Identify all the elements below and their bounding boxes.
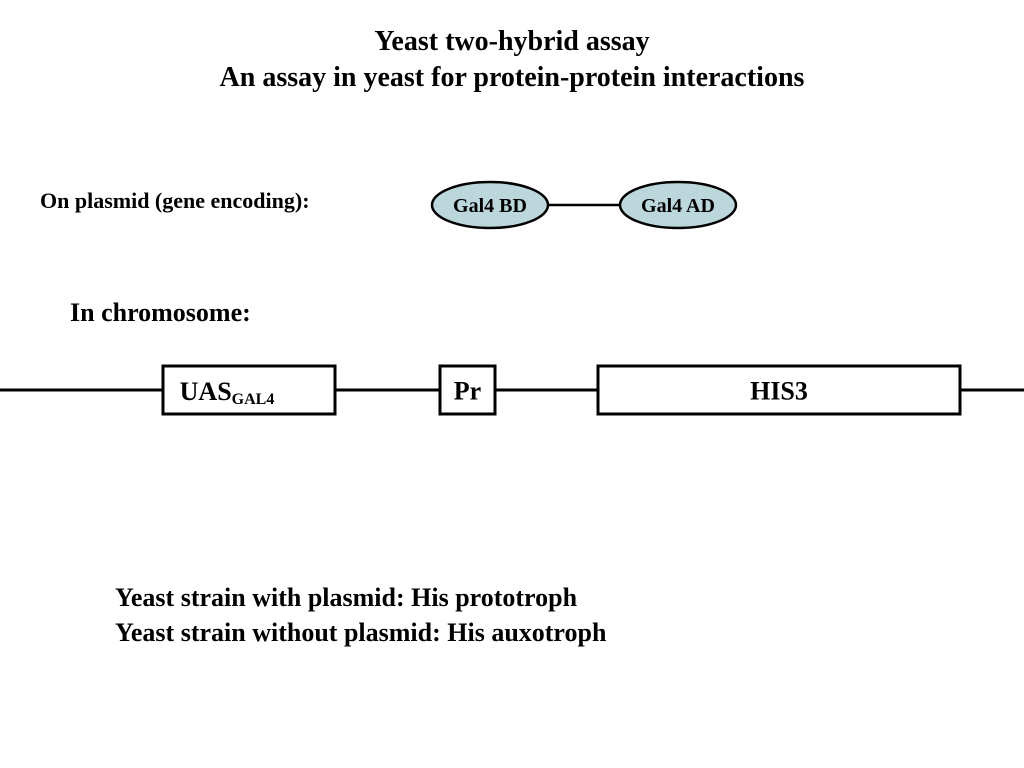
note-line-2: Yeast strain without plasmid: His auxotr… [115, 615, 606, 650]
plasmid-ellipse-diagram: Gal4 BD Gal4 AD [430, 180, 750, 235]
gal4-ad-label: Gal4 AD [641, 195, 715, 217]
plasmid-label: On plasmid (gene encoding): [40, 188, 310, 214]
title-block: Yeast two-hybrid assay An assay in yeast… [0, 0, 1024, 97]
notes-block: Yeast strain with plasmid: His prototrop… [115, 580, 606, 650]
chromosome-box-label: HIS3 [750, 377, 808, 406]
chromosome-diagram: UASGAL4PrHIS3 [0, 360, 1024, 430]
gal4-bd-label: Gal4 BD [453, 195, 527, 217]
note-line-1: Yeast strain with plasmid: His prototrop… [115, 580, 606, 615]
chromosome-label: In chromosome: [70, 298, 251, 328]
title-line-2: An assay in yeast for protein-protein in… [0, 60, 1024, 96]
title-line-1: Yeast two-hybrid assay [0, 24, 1024, 60]
chromosome-box-label: Pr [454, 377, 481, 406]
plasmid-label-row: On plasmid (gene encoding): [40, 188, 310, 214]
